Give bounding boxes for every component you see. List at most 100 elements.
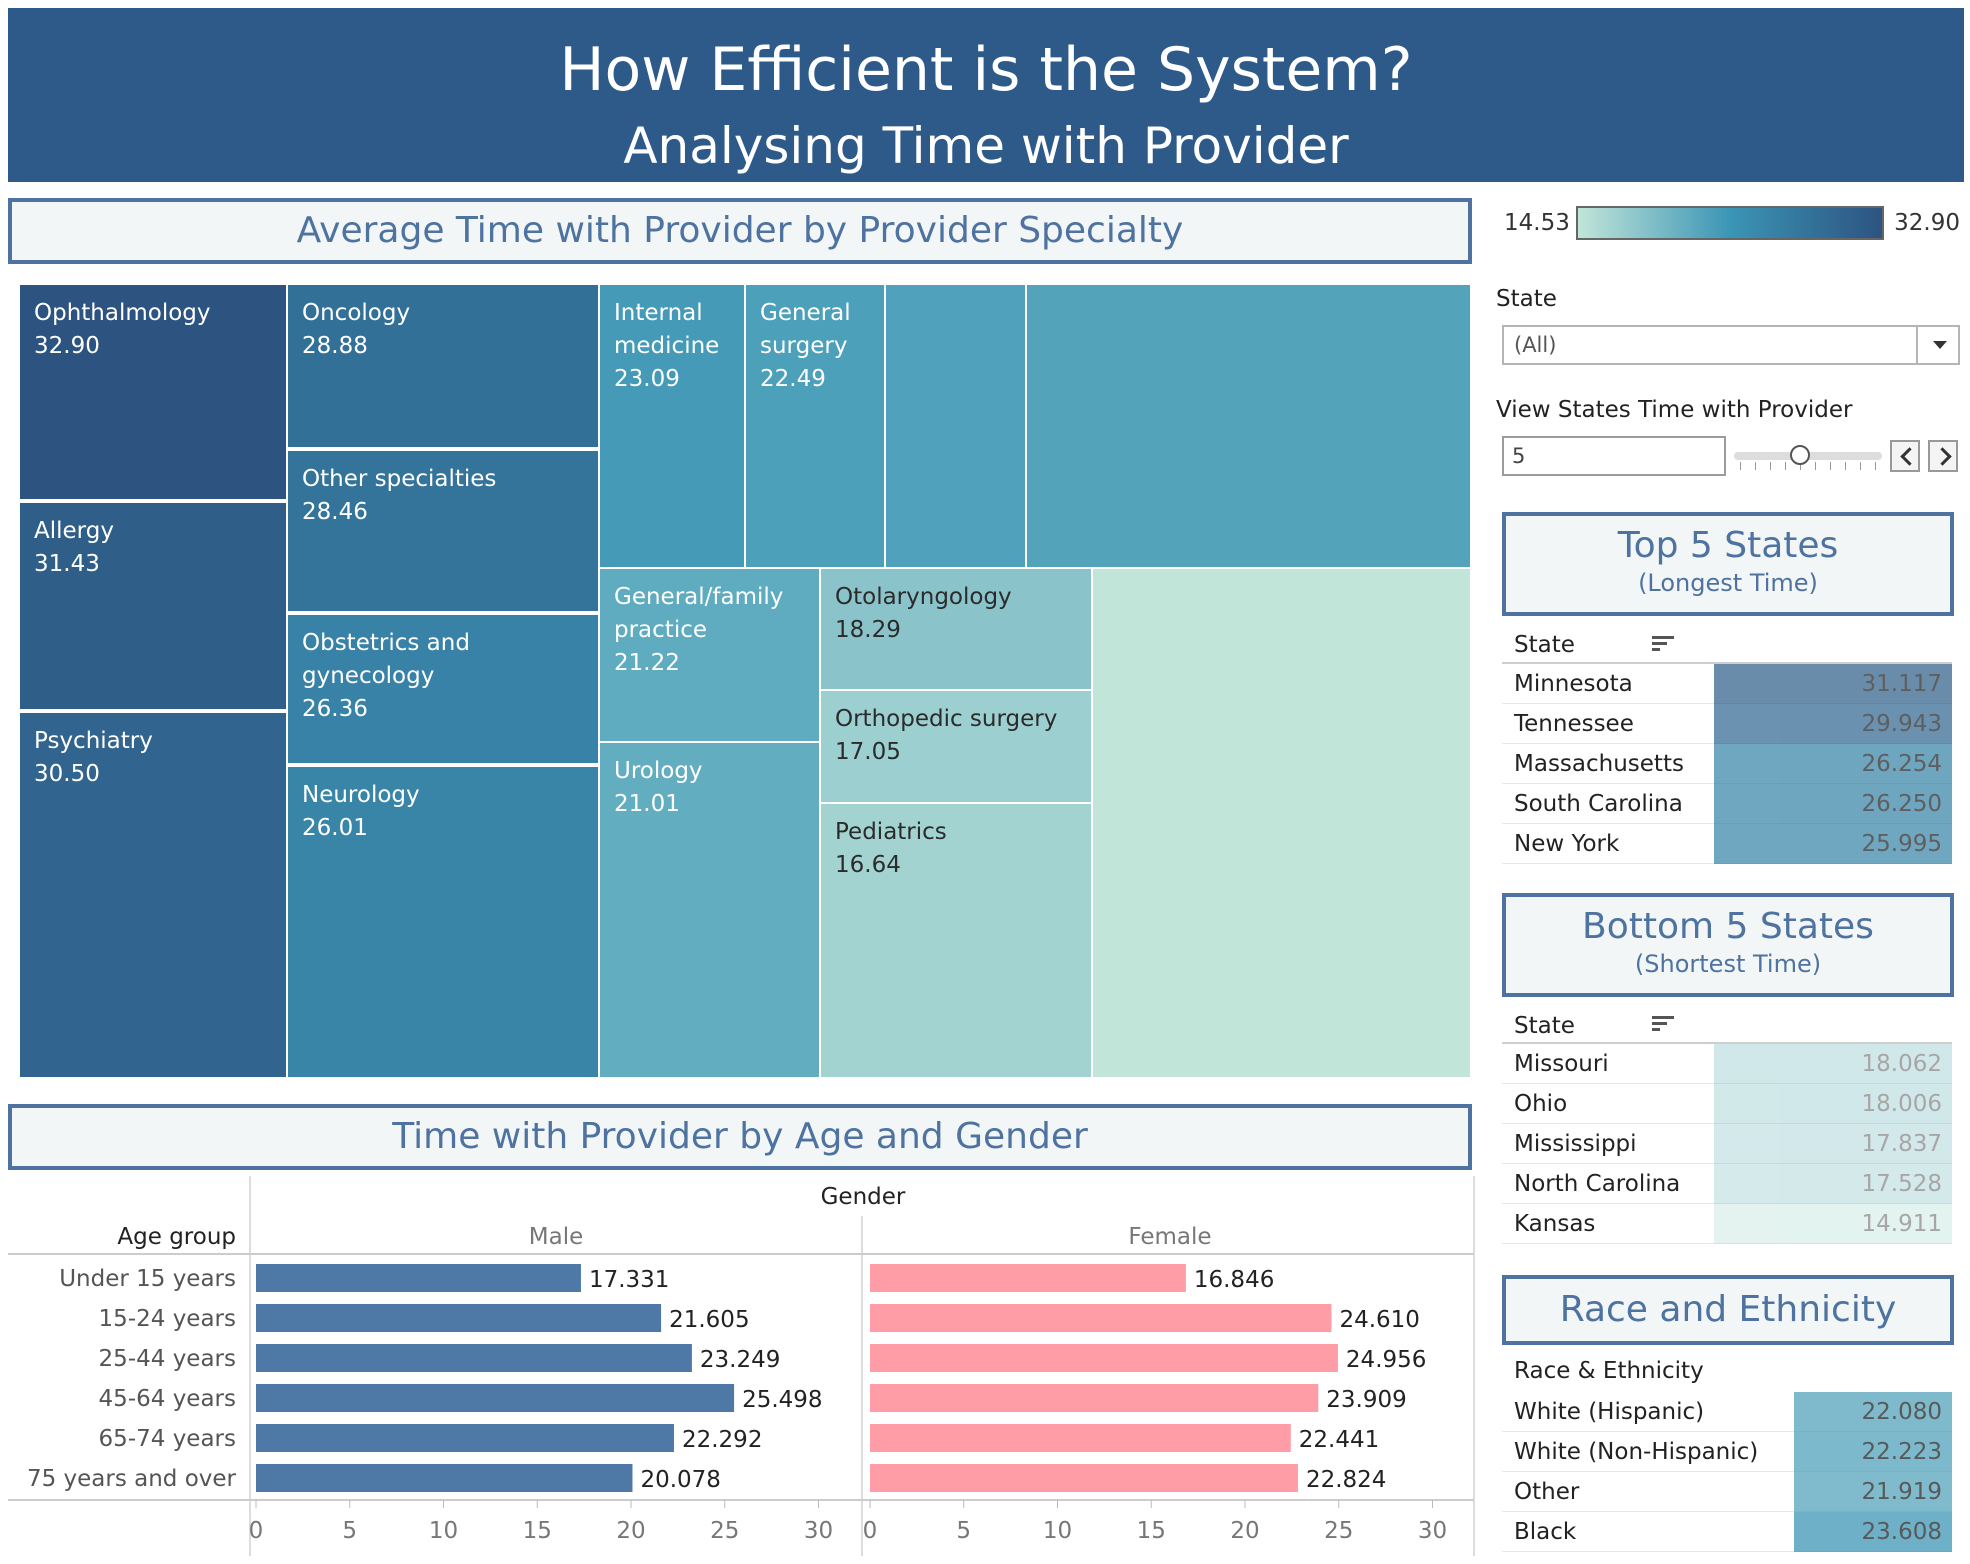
- bar-female: [870, 1424, 1291, 1452]
- bar-value-label: 17.331: [589, 1267, 669, 1293]
- treemap-tile-oncology[interactable]: Oncology 28.88: [286, 283, 602, 449]
- treemap-tile-value: 32.90: [34, 333, 100, 359]
- treemap-tile-value: 21.01: [614, 791, 680, 817]
- slider-thumb[interactable]: [1789, 445, 1810, 465]
- table-row[interactable]: Kansas 14.911: [1502, 1204, 1952, 1244]
- table-row[interactable]: Tennessee 29.943: [1502, 704, 1952, 744]
- treemap-tile-general-surgery[interactable]: General surgery 22.49: [744, 283, 886, 569]
- treemap-tile-label: Neurology: [302, 782, 420, 808]
- treemap-tile-label: Obstetrics and gynecology: [302, 630, 470, 689]
- x-tick-label: 20: [616, 1518, 645, 1544]
- treemap-tile-label: Oncology: [302, 300, 411, 326]
- bottom-states-subtitle: (Shortest Time): [1634, 950, 1822, 978]
- color-legend-gradient: [1576, 206, 1884, 240]
- treemap-tile-other-specialties[interactable]: Other specialties 28.46: [286, 449, 602, 613]
- treemap-tile-internal-medicine[interactable]: Internal medicine 23.09: [598, 283, 746, 569]
- top-states-header: Top 5 States (Longest Time): [1502, 512, 1954, 616]
- age-group-header: Age group: [117, 1224, 236, 1250]
- treemap-tile-ophthalmology[interactable]: Ophthalmology 32.90: [18, 283, 290, 501]
- state-name: Tennessee: [1514, 711, 1634, 737]
- bar-value-label: 21.605: [669, 1307, 749, 1333]
- top-states-column-header: State: [1514, 632, 1575, 658]
- sort-icon[interactable]: [1652, 636, 1674, 652]
- view-states-input[interactable]: 5: [1502, 436, 1726, 476]
- state-name: Ohio: [1514, 1091, 1568, 1117]
- state-filter-label: State: [1496, 286, 1557, 312]
- treemap-tile-unlabeled-16[interactable]: [1091, 567, 1472, 1079]
- treemap-tile-unlabeled-10[interactable]: [1025, 283, 1472, 569]
- table-row[interactable]: Massachusetts 26.254: [1502, 744, 1952, 784]
- bar-chart-title: Time with Provider by Age and Gender: [8, 1104, 1472, 1170]
- bar-value-label: 23.909: [1326, 1387, 1406, 1413]
- table-row[interactable]: North Carolina 17.528: [1502, 1164, 1952, 1204]
- table-row[interactable]: Other 21.919: [1502, 1472, 1952, 1512]
- race-value: 22.080: [1794, 1392, 1952, 1432]
- table-row[interactable]: White (Non-Hispanic) 22.223: [1502, 1432, 1952, 1472]
- treemap-tile-psychiatry[interactable]: Psychiatry 30.50: [18, 711, 290, 1079]
- next-value-button[interactable]: [1928, 440, 1958, 472]
- treemap-tile-obstetrics-and-gynecology[interactable]: Obstetrics and gynecology 26.36: [286, 613, 602, 765]
- bar-value-label: 16.846: [1194, 1267, 1274, 1293]
- previous-value-button[interactable]: [1890, 440, 1920, 472]
- top-states-title: Top 5 States: [1617, 525, 1839, 566]
- race-name: White (Hispanic): [1514, 1399, 1705, 1425]
- race-name: Other: [1514, 1479, 1580, 1505]
- bottom-states-header: Bottom 5 States (Shortest Time): [1502, 893, 1954, 997]
- treemap-tile-value: 30.50: [34, 761, 100, 787]
- treemap-tile-label: Allergy: [34, 518, 114, 544]
- treemap-tile-value: 26.01: [302, 815, 368, 841]
- chevron-down-icon[interactable]: [1916, 327, 1958, 363]
- table-row[interactable]: White (Hispanic) 22.080: [1502, 1392, 1952, 1432]
- treemap-tile-general-family-practice[interactable]: General/family practice 21.22: [598, 567, 822, 743]
- treemap-tile-value: 23.09: [614, 366, 680, 392]
- treemap-tile-value: 21.22: [614, 650, 680, 676]
- table-row[interactable]: New York 25.995: [1502, 824, 1952, 864]
- dashboard-title: How Efficient is the System?: [559, 35, 1413, 105]
- state-name: South Carolina: [1514, 791, 1683, 817]
- x-tick-label: 15: [523, 1518, 552, 1544]
- bar-value-label: 23.249: [700, 1347, 780, 1373]
- treemap-tile-value: 31.43: [34, 551, 100, 577]
- treemap-tile-value: 28.88: [302, 333, 368, 359]
- dashboard-banner: How Efficient is the System? Analysing T…: [8, 8, 1964, 182]
- table-row[interactable]: Missouri 18.062: [1502, 1044, 1952, 1084]
- treemap-tile-urology[interactable]: Urology 21.01: [598, 741, 822, 1079]
- top-states-subtitle: (Longest Time): [1638, 569, 1818, 597]
- table-row[interactable]: South Carolina 26.250: [1502, 784, 1952, 824]
- state-name: Mississippi: [1514, 1131, 1637, 1157]
- treemap-tile-neurology[interactable]: Neurology 26.01: [286, 765, 602, 1079]
- treemap-tile-otolaryngology[interactable]: Otolaryngology 18.29: [819, 567, 1093, 691]
- view-states-label: View States Time with Provider: [1496, 397, 1853, 423]
- x-tick-label: 20: [1230, 1518, 1259, 1544]
- state-name: North Carolina: [1514, 1171, 1681, 1197]
- sort-icon[interactable]: [1652, 1016, 1674, 1032]
- specialty-treemap: Ophthalmology 32.90 Allergy 31.43 Psychiatry…: [18, 283, 1472, 1079]
- x-tick-label: 5: [342, 1518, 357, 1544]
- age-group-label: 15-24 years: [99, 1306, 236, 1332]
- bar-male: [256, 1424, 674, 1452]
- state-value: 18.006: [1714, 1084, 1952, 1124]
- state-value: 17.837: [1714, 1124, 1952, 1164]
- treemap-tile-label: Internal medicine: [614, 300, 720, 359]
- table-row[interactable]: Ohio 18.006: [1502, 1084, 1952, 1124]
- state-filter-dropdown[interactable]: (All): [1502, 325, 1960, 365]
- bar-value-label: 22.824: [1306, 1467, 1386, 1493]
- age-group-label: 65-74 years: [99, 1426, 236, 1452]
- table-row[interactable]: Black 23.608: [1502, 1512, 1952, 1552]
- x-tick-label: 10: [1043, 1518, 1072, 1544]
- race-value: 22.223: [1794, 1432, 1952, 1472]
- color-legend-min: 14.53: [1504, 210, 1570, 236]
- x-tick-label: 30: [1418, 1518, 1447, 1544]
- treemap-tile-value: 28.46: [302, 499, 368, 525]
- bar-value-label: 22.292: [682, 1427, 762, 1453]
- bar-female: [870, 1264, 1186, 1292]
- treemap-tile-label: General surgery: [760, 300, 851, 359]
- treemap-tile-orthopedic-surgery[interactable]: Orthopedic surgery 17.05: [819, 689, 1093, 804]
- treemap-tile-unlabeled-9[interactable]: [884, 283, 1027, 569]
- table-row[interactable]: Minnesota 31.117: [1502, 664, 1952, 704]
- state-filter-value: (All): [1514, 333, 1557, 357]
- treemap-tile-allergy[interactable]: Allergy 31.43: [18, 501, 290, 711]
- treemap-tile-value: 17.05: [835, 739, 901, 765]
- treemap-tile-pediatrics[interactable]: Pediatrics 16.64: [819, 802, 1093, 1079]
- table-row[interactable]: Mississippi 17.837: [1502, 1124, 1952, 1164]
